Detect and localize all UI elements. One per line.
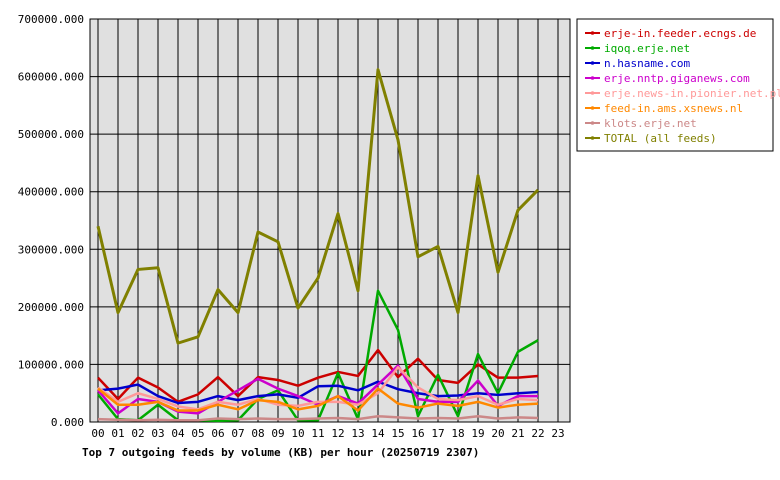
legend-label: feed-in.ams.xsnews.nl (604, 102, 743, 115)
legend-item: feed-in.ams.xsnews.nl (585, 102, 743, 115)
x-tick-label: 20 (491, 427, 504, 440)
legend-label: erje.nntp.giganews.com (604, 72, 750, 85)
legend-marker (590, 61, 595, 65)
series-line (97, 387, 539, 412)
x-tick-label: 02 (131, 427, 144, 440)
y-tick-label: 200000.000 (18, 301, 84, 314)
legend-label: klots.erje.net (604, 117, 697, 130)
legend-marker (590, 76, 595, 80)
plot-area (90, 19, 570, 422)
legend-marker (590, 46, 595, 50)
y-tick-label: 0.000 (51, 416, 84, 429)
legend-label: iqoq.erje.net (604, 42, 690, 55)
x-tick-label: 17 (431, 427, 444, 440)
legend-item: erje.news-in.pionier.net.pl (585, 87, 780, 100)
legend-item: klots.erje.net (585, 117, 697, 130)
x-tick-label: 11 (311, 427, 324, 440)
legend-label: erje-in.feeder.ecngs.de (604, 27, 756, 40)
legend-box (576, 18, 774, 152)
legend-label: erje.news-in.pionier.net.pl (604, 87, 780, 100)
x-tick-label: 06 (211, 427, 224, 440)
x-tick-label: 21 (511, 427, 524, 440)
legend-marker (590, 106, 595, 110)
x-tick-label: 05 (191, 427, 204, 440)
x-tick-label: 18 (451, 427, 464, 440)
series-line (97, 348, 539, 404)
y-tick-label: 100000.000 (18, 358, 84, 371)
legend-item: iqoq.erje.net (585, 42, 690, 55)
legend: erje-in.feeder.ecngs.de iqoq.erje.net n.ha… (576, 18, 780, 152)
legend-items: erje-in.feeder.ecngs.de iqoq.erje.net n.ha… (585, 27, 780, 145)
y-tick-label: 300000.000 (18, 243, 84, 256)
legend-marker (590, 91, 595, 95)
y-tick-label: 600000.000 (18, 71, 84, 84)
x-tick-label: 00 (91, 427, 104, 440)
legend-item: erje.nntp.giganews.com (585, 72, 750, 85)
y-axis-ticks: 0.000 100000.000 200000.000 300000.000 40000… (18, 13, 84, 429)
legend-marker (590, 136, 595, 140)
plot-border (89, 18, 571, 423)
chart-title: Top 7 outgoing feeds by volume (KB) per … (82, 446, 479, 459)
x-tick-label: 08 (251, 427, 264, 440)
x-tick-label: 09 (271, 427, 284, 440)
legend-item: erje-in.feeder.ecngs.de (585, 27, 756, 40)
legend-item: n.hasname.com (585, 57, 690, 70)
legend-label: n.hasname.com (604, 57, 690, 70)
x-tick-label: 15 (391, 427, 404, 440)
x-tick-label: 14 (371, 427, 385, 440)
x-tick-label: 19 (471, 427, 484, 440)
series-lines (96, 68, 540, 423)
legend-marker (590, 121, 595, 125)
x-tick-label: 07 (231, 427, 244, 440)
x-tick-label: 22 (531, 427, 544, 440)
y-tick-label: 700000.000 (18, 13, 84, 26)
legend-item: TOTAL (all feeds) (585, 132, 717, 145)
series-line (97, 414, 539, 422)
x-tick-label: 13 (351, 427, 364, 440)
x-tick-label: 16 (411, 427, 424, 440)
x-tick-label: 23 (551, 427, 564, 440)
y-tick-label: 500000.000 (18, 128, 84, 141)
series-line (97, 366, 539, 411)
legend-label: TOTAL (all feeds) (604, 132, 717, 145)
y-tick-label: 400000.000 (18, 186, 84, 199)
x-tick-label: 01 (111, 427, 124, 440)
x-tick-label: 03 (151, 427, 164, 440)
x-axis-ticks: 00 01 02 03 04 05 06 07 08 09 10 11 12 13 14 15 16 17 18 19… (91, 427, 564, 440)
x-tick-label: 04 (171, 427, 185, 440)
x-tick-label: 10 (291, 427, 304, 440)
legend-marker (590, 31, 595, 35)
series-line (96, 68, 540, 345)
x-tick-label: 12 (331, 427, 344, 440)
